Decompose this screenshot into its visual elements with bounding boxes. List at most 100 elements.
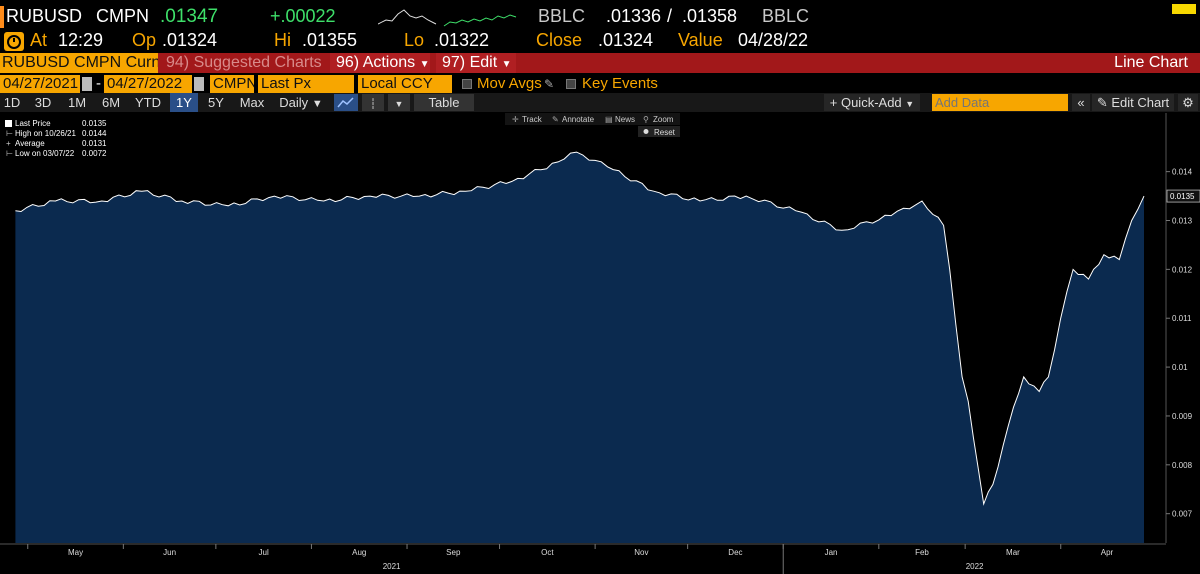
edit-chart-label: Edit Chart: [1111, 95, 1170, 110]
legend-high-label: High on 10/26/21: [15, 129, 76, 138]
security-field[interactable]: RUBUSD CMPN Curnc: [0, 53, 158, 73]
ticker-row: RUBUSD CMPN .01347 +.00022 BBLC .01336 /…: [0, 4, 1200, 30]
y-tick-label: 0.009: [1172, 412, 1193, 421]
menu-bar: RUBUSD CMPN Curnc 94) Suggested Charts 9…: [0, 53, 1200, 73]
edit-chart-button[interactable]: ✎ Edit Chart: [1092, 94, 1174, 111]
high-label: Hi: [274, 30, 291, 50]
close-label: Close: [536, 30, 583, 50]
bid-ask-separator: /: [667, 6, 673, 26]
actions-chevron-icon: ▼: [419, 59, 430, 70]
edit-label: 97) Edit: [442, 54, 498, 71]
key-events-checkbox[interactable]: [566, 79, 576, 89]
zoom-icon[interactable]: ⚲: [643, 115, 649, 124]
legend-last-label: Last Price: [15, 119, 51, 128]
legend-box: [2, 117, 112, 161]
security-marker: [0, 6, 4, 28]
last-price: .01347: [160, 6, 219, 27]
field-selector[interactable]: Last Px: [258, 75, 354, 93]
line-chart-icon[interactable]: [334, 94, 358, 111]
legend-low-value: 0.0072: [82, 149, 107, 158]
last-price-marker-label: 0.0135: [1170, 192, 1195, 201]
y-tick-label: 0.011: [1172, 314, 1192, 323]
reset-button-bg[interactable]: [638, 126, 680, 137]
x-tick-label: Jul: [259, 548, 269, 557]
table-button[interactable]: Table: [414, 94, 474, 111]
range-button-6m[interactable]: 6M: [101, 95, 121, 110]
x-tick-label: Sep: [446, 548, 461, 557]
ask-price: .01358: [682, 6, 738, 26]
mov-avgs-checkbox[interactable]: [462, 79, 472, 89]
suggested-charts-menu[interactable]: 94) Suggested Charts: [166, 54, 322, 71]
legend-low-label: Low on 03/07/22: [15, 149, 75, 158]
calendar-icon[interactable]: [82, 77, 92, 91]
add-data-input[interactable]: [932, 94, 1068, 111]
legend-high-icon: ⊢: [6, 129, 13, 138]
collapse-icon[interactable]: «: [1072, 94, 1090, 111]
range-button-1y[interactable]: 1Y: [170, 93, 198, 112]
legend-last-value: 0.0135: [82, 119, 107, 128]
open-price: .01324: [162, 30, 218, 50]
range-button-5y[interactable]: 5Y: [208, 95, 224, 110]
quick-add-button[interactable]: + Quick-Add ▼: [824, 94, 920, 111]
annotate-tool[interactable]: Annotate: [562, 115, 595, 124]
track-icon[interactable]: ✛: [512, 115, 519, 124]
range-button-ytd[interactable]: YTD: [135, 95, 161, 110]
range-button-1d[interactable]: 1D: [3, 95, 21, 110]
quick-add-chevron-icon: ▼: [905, 99, 915, 109]
chart-type-label: Line Chart: [1114, 54, 1188, 71]
quote-time: 12:29: [58, 30, 104, 50]
y-tick-label: 0.007: [1172, 510, 1193, 519]
quick-add-label: + Quick-Add: [829, 95, 902, 110]
edit-menu[interactable]: 97) Edit ▼: [436, 53, 516, 73]
x-tick-label: Feb: [915, 548, 929, 557]
legend-avg-icon: +: [6, 139, 11, 148]
x-tick-label: May: [68, 548, 83, 557]
at-label: At: [30, 30, 48, 50]
x-tick-label: Apr: [1101, 548, 1114, 557]
actions-menu[interactable]: 96) Actions ▼: [330, 53, 430, 73]
legend-low-icon: ⊢: [6, 149, 13, 158]
gear-icon[interactable]: ⚙: [1178, 94, 1198, 111]
frequency-chevron-icon: ▼: [311, 98, 323, 110]
reset-icon[interactable]: [643, 129, 649, 134]
start-date-field[interactable]: 04/27/2021: [0, 75, 80, 93]
range-button-1m[interactable]: 1M: [67, 95, 87, 110]
legend-avg-value: 0.0131: [82, 139, 107, 148]
x-tick-label: Aug: [352, 548, 366, 557]
track-tool[interactable]: Track: [522, 115, 543, 124]
pencil-icon[interactable]: ✎: [544, 77, 555, 91]
range-toolbar: 1D 3D 1M 6M YTD 1Y 5Y Max Daily ▼ ┆ ▼ Table + Q…: [0, 93, 1200, 112]
range-button-3d[interactable]: 3D: [34, 95, 52, 110]
zoom-tool[interactable]: Zoom: [653, 115, 674, 124]
date-dash: -: [96, 75, 101, 92]
style-chevron-icon[interactable]: ▼: [388, 94, 410, 111]
close-price: .01324: [598, 30, 654, 50]
clock-icon: [4, 32, 24, 51]
mov-avgs-label: Mov Avgs: [477, 75, 542, 92]
annotate-icon[interactable]: ✎: [552, 115, 559, 124]
currency-selector[interactable]: Local CCY: [358, 75, 452, 93]
low-price: .01322: [434, 30, 490, 50]
x-tick-label: Oct: [541, 548, 554, 557]
range-button-max[interactable]: Max: [239, 95, 265, 110]
bid-price: .01336: [606, 6, 662, 26]
x-tick-label: Jan: [825, 548, 838, 557]
reset-button[interactable]: Reset: [654, 128, 676, 137]
source-field[interactable]: CMPN: [210, 75, 254, 93]
actions-label: 96) Actions: [336, 54, 416, 71]
end-date-field[interactable]: 04/27/2022: [104, 75, 192, 93]
news-icon[interactable]: ▤: [605, 115, 613, 124]
low-label: Lo: [404, 30, 425, 50]
y-tick-label: 0.014: [1172, 168, 1193, 177]
x-tick-label: Dec: [728, 548, 742, 557]
frequency-selector[interactable]: Daily ▼: [272, 93, 330, 112]
news-tool[interactable]: News: [615, 115, 635, 124]
ticker-symbol[interactable]: RUBUSD: [6, 6, 83, 26]
x-tick-label: Mar: [1006, 548, 1020, 557]
chart-style-icon[interactable]: ┆: [362, 94, 384, 111]
alert-flag[interactable]: [1172, 4, 1196, 14]
calendar-icon[interactable]: [194, 77, 204, 91]
y-tick-label: 0.012: [1172, 265, 1193, 274]
price-chart[interactable]: May Jun Jul Aug Sep Oct Nov Dec Jan Feb Mar Apr 2021…: [0, 113, 1200, 574]
value-label: Value: [678, 30, 723, 50]
